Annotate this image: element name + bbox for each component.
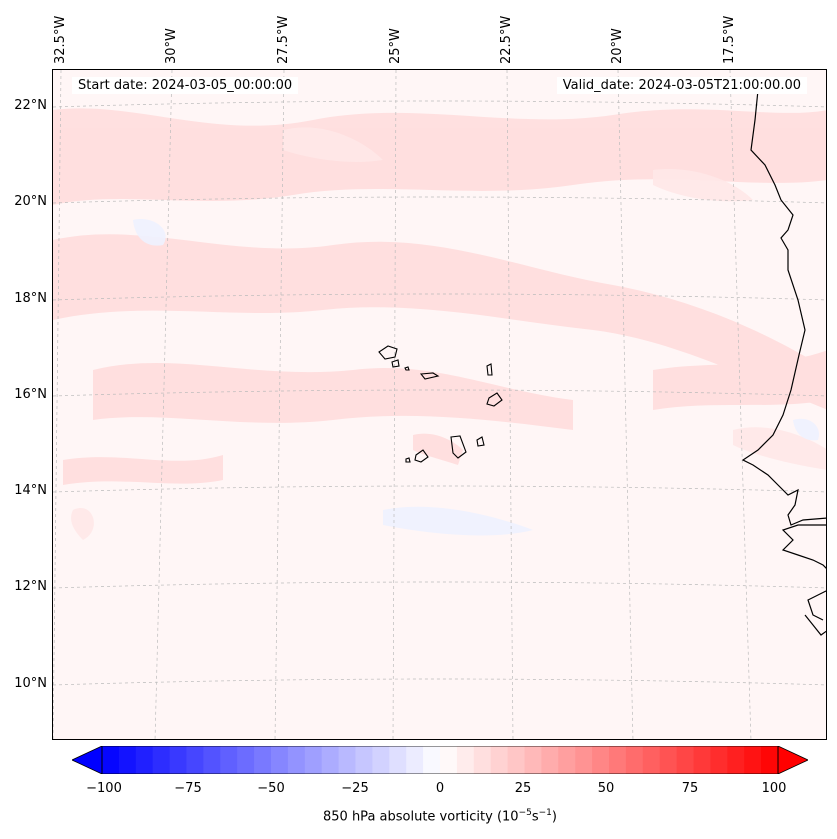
colorbar-segment (423, 746, 441, 774)
colorbar-segment (118, 746, 137, 774)
lon-label-32-5w: 32.5°W (53, 15, 68, 64)
colorbar-min-extension (72, 746, 103, 774)
lat-label-10n: 10°N (14, 676, 47, 691)
colorbar-segment (744, 746, 762, 774)
colorbar-segment (372, 746, 390, 774)
colorbar-segments (102, 746, 779, 774)
colorbar-segment (237, 746, 255, 774)
lon-label-30w: 30°W (164, 28, 179, 64)
colorbar-outline (101, 746, 779, 774)
colorbar-segment (271, 746, 289, 774)
colorbar-label-text: 850 hPa absolute vorticity (10 (323, 809, 519, 825)
start-date-label: Start date: 2024-03-05_00:00:00 (72, 77, 299, 94)
colorbar-tick-50: 50 (597, 781, 615, 796)
colorbar-tick-neg75: −75 (174, 781, 202, 796)
colorbar-segment (355, 746, 373, 774)
colorbar-segment (575, 746, 593, 774)
colorbar-segment (152, 746, 171, 774)
africa-coastline-south (781, 524, 826, 636)
colorbar-label: 850 hPa absolute vorticity (10−5s−1) (0, 808, 837, 824)
colorbar-label-mid: s (531, 809, 539, 825)
colorbar-tick-0: 0 (435, 781, 445, 796)
lat-label-22n: 22°N (14, 98, 47, 113)
colorbar-segment (220, 746, 238, 774)
colorbar-segment (254, 746, 272, 774)
colorbar-segment (456, 746, 475, 774)
colorbar-segment (609, 746, 627, 774)
graticule (53, 70, 826, 739)
colorbar-tick-75: 75 (681, 781, 699, 796)
colorbar-segment (169, 746, 187, 774)
positive-vorticity-field (53, 108, 826, 485)
colorbar-segment (304, 746, 323, 774)
colorbar-tick-neg100: −100 (86, 781, 122, 796)
colorbar-segment (473, 746, 492, 774)
lat-label-18n: 18°N (14, 291, 47, 306)
lon-label-20w: 20°W (610, 28, 625, 64)
colorbar-segment (135, 746, 154, 774)
colorbar-segment (676, 746, 694, 774)
colorbar-segment (592, 746, 610, 774)
lat-label-16n: 16°N (14, 387, 47, 402)
colorbar-segment (710, 746, 728, 774)
colorbar-max-extension (777, 746, 808, 774)
colorbar-segment (338, 746, 356, 774)
colorbar-segment (558, 746, 576, 774)
colorbar-segment (102, 746, 120, 774)
colorbar-segment (761, 746, 779, 774)
cape-verde-islands (378, 345, 503, 463)
colorbar-tick-neg50: −50 (257, 781, 285, 796)
colorbar-label-exp1: −5 (518, 808, 532, 818)
colorbar-segment (727, 746, 745, 774)
colorbar-tick-neg25: −25 (341, 781, 369, 796)
colorbar-tick-100: 100 (761, 781, 787, 796)
colorbar-segment (186, 746, 204, 774)
colorbar-segment (541, 746, 559, 774)
vorticity-map (53, 70, 826, 739)
colorbar-segment (490, 746, 509, 774)
colorbar-tick-25: 25 (514, 781, 532, 796)
lat-label-14n: 14°N (14, 483, 47, 498)
colorbar-label-exp2: −1 (538, 808, 552, 818)
lon-label-22-5w: 22.5°W (499, 15, 514, 64)
negative-vorticity-field (133, 219, 819, 536)
lat-label-20n: 20°N (14, 194, 47, 209)
colorbar-segment (659, 746, 678, 774)
lat-label-12n: 12°N (14, 579, 47, 594)
colorbar-segment (625, 746, 644, 774)
colorbar-segment (440, 746, 458, 774)
colorbar-segment (389, 746, 407, 774)
colorbar-segment (507, 746, 525, 774)
colorbar-segment (642, 746, 661, 774)
lon-label-17-5w: 17.5°W (722, 15, 737, 64)
map-panel[interactable] (52, 69, 827, 740)
colorbar-label-end: ) (551, 809, 557, 825)
colorbar-segment (524, 746, 542, 774)
colorbar (72, 746, 808, 774)
africa-coastline (741, 89, 826, 526)
lon-label-27-5w: 27.5°W (276, 15, 291, 64)
colorbar-segment (287, 746, 306, 774)
light-positive-patches (71, 127, 826, 540)
colorbar-segment (203, 746, 221, 774)
valid-date-label: Valid_date: 2024-03-05T21:00:00.00 (556, 77, 807, 94)
colorbar-segment (321, 746, 340, 774)
lon-label-25w: 25°W (388, 28, 403, 64)
colorbar-segment (406, 746, 424, 774)
colorbar-segment (693, 746, 711, 774)
